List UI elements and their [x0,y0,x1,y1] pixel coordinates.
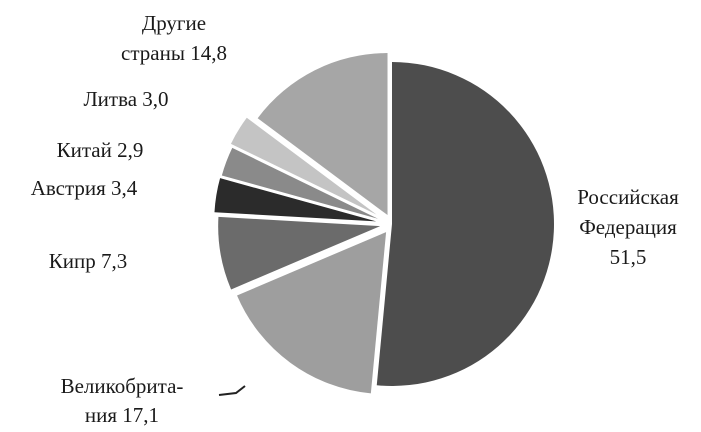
leader-line-great-britain [218,385,246,396]
pie-slice-other [257,53,388,216]
slice-label-great-britain: Великобрита-ния 17,1 [61,374,184,427]
slice-label-line: Российская [577,185,679,209]
slice-label-austria: Австрия 3,4 [31,176,138,200]
pie-slice-lithuania [230,117,377,215]
slice-label-line: Литва 3,0 [83,87,168,111]
slice-label-other: Другие страны 14,8 [121,11,227,65]
slice-label-lithuania: Литва 3,0 [83,87,168,111]
pie-slice-china [221,147,378,219]
pie-slice-great-britain [237,232,387,394]
slice-label-russia: Российская Федерация 51,5 [577,185,679,269]
slice-label-line: Кипр 7,3 [49,249,127,273]
slice-label-line: Федерация [579,215,677,239]
pie-labels: Российская Федерация 51,5 Великобрита-ния 1… [31,11,679,427]
pie-slice-austria [214,178,377,222]
pie-slice-russia [376,62,555,386]
slice-label-line: страны 14,8 [121,41,227,65]
slice-label-cyprus: Кипр 7,3 [49,249,127,273]
pie-slices [214,53,555,394]
slice-label-line: Другие [142,11,206,35]
slice-label-line: ния 17,1 [85,403,159,427]
pie-slice-cyprus [218,216,381,290]
slice-label-line: Великобрита- [61,374,184,398]
slice-label-line: Китай 2,9 [57,138,144,162]
slice-label-line: 51,5 [610,245,647,269]
slice-label-china: Китай 2,9 [57,138,144,162]
slice-label-line: Австрия 3,4 [31,176,138,200]
